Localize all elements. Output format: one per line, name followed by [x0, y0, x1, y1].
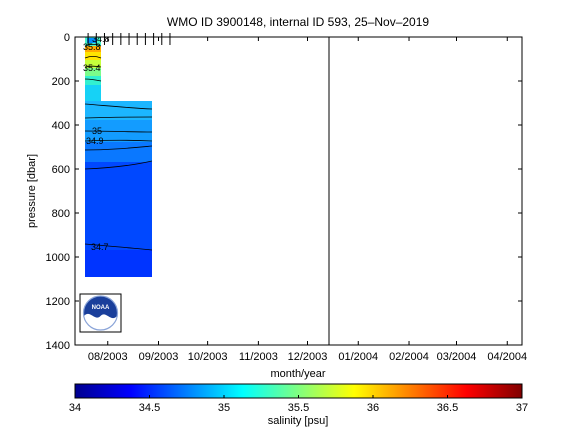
y-tick-label: 0: [64, 32, 70, 44]
colorbar-tick-label: 35.5: [288, 402, 309, 414]
contour-label: 35.4: [83, 63, 101, 73]
section-layer-250m: [85, 85, 101, 101]
x-tick-label: 08/2003: [88, 351, 128, 363]
x-tick-label: 09/2003: [139, 351, 179, 363]
y-tick-label: 800: [52, 208, 70, 220]
contour-line: [84, 116, 153, 119]
section-layer-600m: [85, 140, 152, 162]
y-tick-label: 1400: [46, 340, 70, 352]
colorbar-label: salinity [psu]: [268, 415, 329, 427]
contour-line: [84, 103, 153, 110]
contour-line: [84, 243, 153, 251]
x-tick-label: 12/2003: [288, 351, 328, 363]
colorbar-tick-label: 34: [69, 402, 81, 414]
x-tick-label: 02/2004: [389, 351, 429, 363]
y-axis: 0 200 400 600 800 1000 1200 1400: [46, 32, 522, 352]
profile-markers: [87, 33, 171, 45]
section-layer-800m: [85, 160, 152, 250]
colorbar-tick-label: 34.5: [139, 402, 160, 414]
chart-title: WMO ID 3900148, internal ID 593, 25–Nov–…: [167, 15, 429, 29]
contour-label: 34.7: [91, 242, 109, 252]
y-tick-label: 200: [52, 76, 70, 88]
colorbar-tick-label: 37: [516, 402, 528, 414]
colorbar-tick-label: 36: [367, 402, 379, 414]
contour-label: 35.8: [83, 42, 101, 52]
contour-line: [84, 160, 153, 170]
x-tick-label: 03/2004: [437, 351, 477, 363]
colorbar-tick-label: 36.5: [437, 402, 458, 414]
contour-line: [84, 130, 153, 133]
contour-label: 35: [92, 126, 102, 136]
contour-line: [84, 65, 102, 68]
x-tick-label: 10/2003: [188, 351, 228, 363]
x-tick-label: 01/2004: [338, 351, 378, 363]
x-axis-label: month/year: [270, 368, 325, 380]
salinity-section: 34.8 35.8 35.4 35 34.9 34.7: [83, 34, 153, 277]
contour-line: [84, 78, 102, 82]
section-layer-150m: [85, 68, 101, 76]
x-axis: 08/2003 09/2003 10/2003 11/2003 12/2003 01/20…: [88, 37, 527, 363]
contour-labels: 34.8 35.8 35.4 35 34.9 34.7: [83, 34, 110, 252]
colorbar-tick-label: 35: [218, 402, 230, 414]
y-tick-label: 1200: [46, 296, 70, 308]
y-tick-label: 600: [52, 164, 70, 176]
y-tick-label: 400: [52, 120, 70, 132]
section-layer-200m: [85, 76, 101, 85]
contour-line: [84, 145, 153, 151]
colorbar-ticks: 34 34.5 35 35.5 36 36.5 37: [69, 395, 528, 414]
section-surface-patch: [87, 38, 97, 43]
y-axis-label: pressure [dbar]: [26, 154, 38, 228]
contour-lines: [84, 44, 153, 251]
contour-line: [84, 139, 153, 142]
noaa-logo: NOAA: [79, 293, 122, 333]
y-tick-label: 1000: [46, 252, 70, 264]
section-layer-400m: [85, 118, 152, 142]
contour-label: 34.9: [86, 136, 104, 146]
section-layer-deep: [85, 250, 152, 277]
contour-line: [84, 56, 102, 59]
svg-text:NOAA: NOAA: [92, 305, 110, 311]
contour-line: [84, 44, 102, 47]
x-tick-label: 11/2003: [239, 351, 278, 363]
section-layer-50m: [85, 46, 101, 52]
contour-label: 34.8: [92, 34, 110, 44]
plot-border: [74, 36, 523, 346]
x-tick-label: 04/2004: [487, 351, 527, 363]
